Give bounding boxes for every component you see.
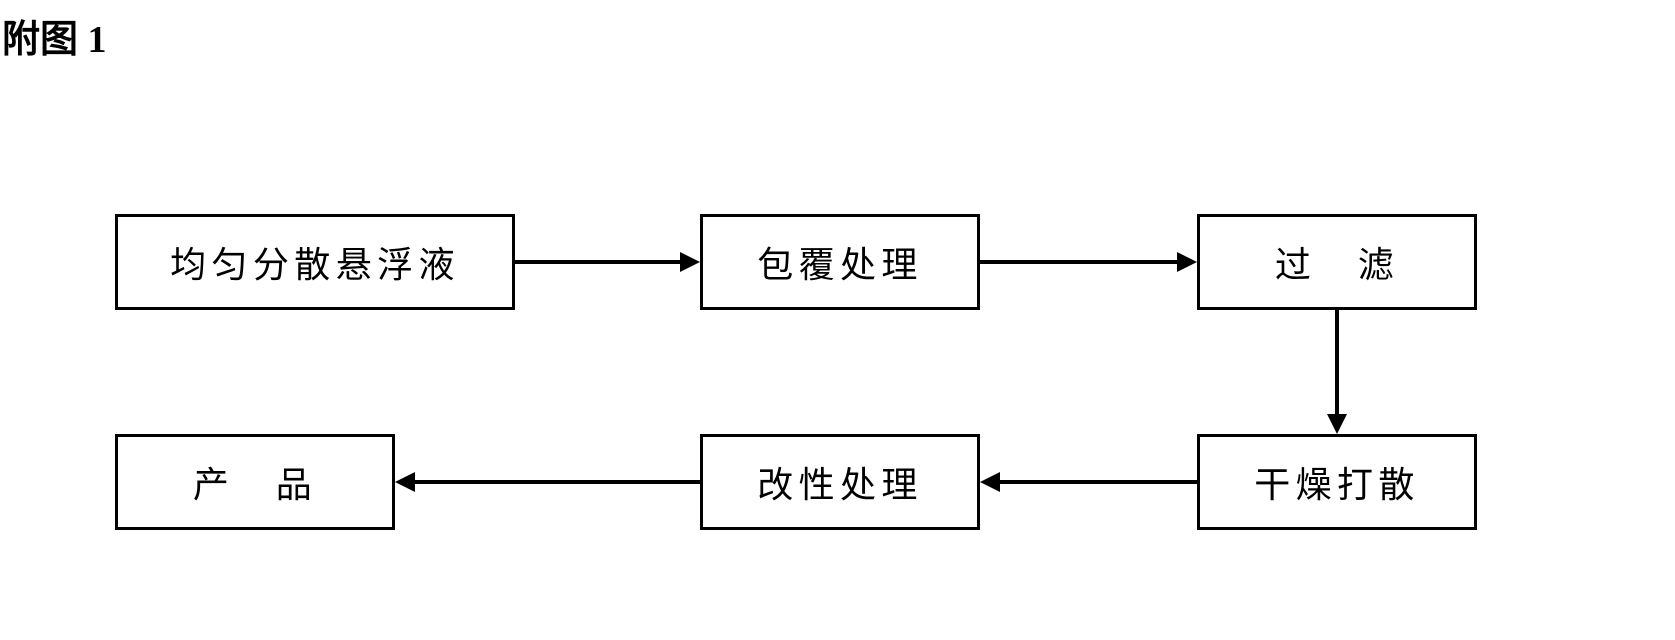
flow-node-n2: 包覆处理 bbox=[700, 214, 980, 310]
arrow-segment bbox=[515, 260, 682, 264]
flow-node-n5: 改性处理 bbox=[700, 434, 980, 530]
arrow-head-icon bbox=[395, 472, 415, 492]
arrow-head-icon bbox=[1327, 414, 1347, 434]
arrow-segment bbox=[980, 260, 1179, 264]
flow-node-n6: 产 品 bbox=[115, 434, 395, 530]
arrow-segment bbox=[413, 480, 700, 484]
arrow-head-icon bbox=[1177, 252, 1197, 272]
arrow-segment bbox=[998, 480, 1197, 484]
arrow-segment bbox=[1335, 310, 1339, 416]
arrow-head-icon bbox=[980, 472, 1000, 492]
flow-node-n1: 均匀分散悬浮液 bbox=[115, 214, 515, 310]
flow-node-n3: 过 滤 bbox=[1197, 214, 1477, 310]
figure-title: 附图 1 bbox=[2, 8, 107, 63]
flow-node-n4: 干燥打散 bbox=[1197, 434, 1477, 530]
arrow-head-icon bbox=[680, 252, 700, 272]
